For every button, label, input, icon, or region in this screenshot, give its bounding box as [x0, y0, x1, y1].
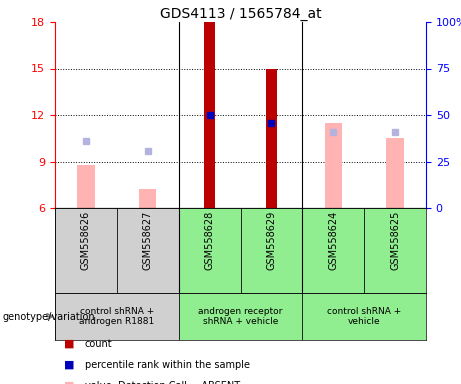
Bar [364, 208, 426, 293]
Text: value, Detection Call = ABSENT: value, Detection Call = ABSENT [85, 381, 240, 384]
Text: ■: ■ [64, 381, 75, 384]
Text: GSM558625: GSM558625 [390, 210, 400, 270]
Text: GSM558627: GSM558627 [143, 210, 153, 270]
Title: GDS4113 / 1565784_at: GDS4113 / 1565784_at [160, 7, 321, 21]
Bar [139, 189, 156, 208]
Text: control shRNA +
androgen R1881: control shRNA + androgen R1881 [79, 307, 154, 326]
Text: androgen receptor
shRNA + vehicle: androgen receptor shRNA + vehicle [198, 307, 283, 326]
Text: GSM558626: GSM558626 [81, 210, 91, 270]
Text: GSM558629: GSM558629 [266, 210, 277, 270]
Bar [179, 208, 241, 293]
Bar [77, 165, 95, 208]
Bar [117, 208, 179, 293]
Bar [179, 293, 302, 340]
Text: control shRNA +
vehicle: control shRNA + vehicle [327, 307, 401, 326]
Text: genotype/variation: genotype/variation [2, 311, 95, 321]
Bar [204, 22, 215, 208]
Bar [302, 293, 426, 340]
Text: GSM558624: GSM558624 [328, 210, 338, 270]
Text: count: count [85, 339, 112, 349]
Bar [302, 208, 364, 293]
Bar [325, 123, 342, 208]
Bar [55, 293, 179, 340]
Bar [386, 138, 404, 208]
Text: ■: ■ [64, 339, 75, 349]
Text: GSM558628: GSM558628 [205, 210, 214, 270]
Text: percentile rank within the sample: percentile rank within the sample [85, 360, 250, 370]
Bar [266, 68, 277, 208]
Text: ■: ■ [64, 360, 75, 370]
Bar [241, 208, 302, 293]
Bar [55, 208, 117, 293]
